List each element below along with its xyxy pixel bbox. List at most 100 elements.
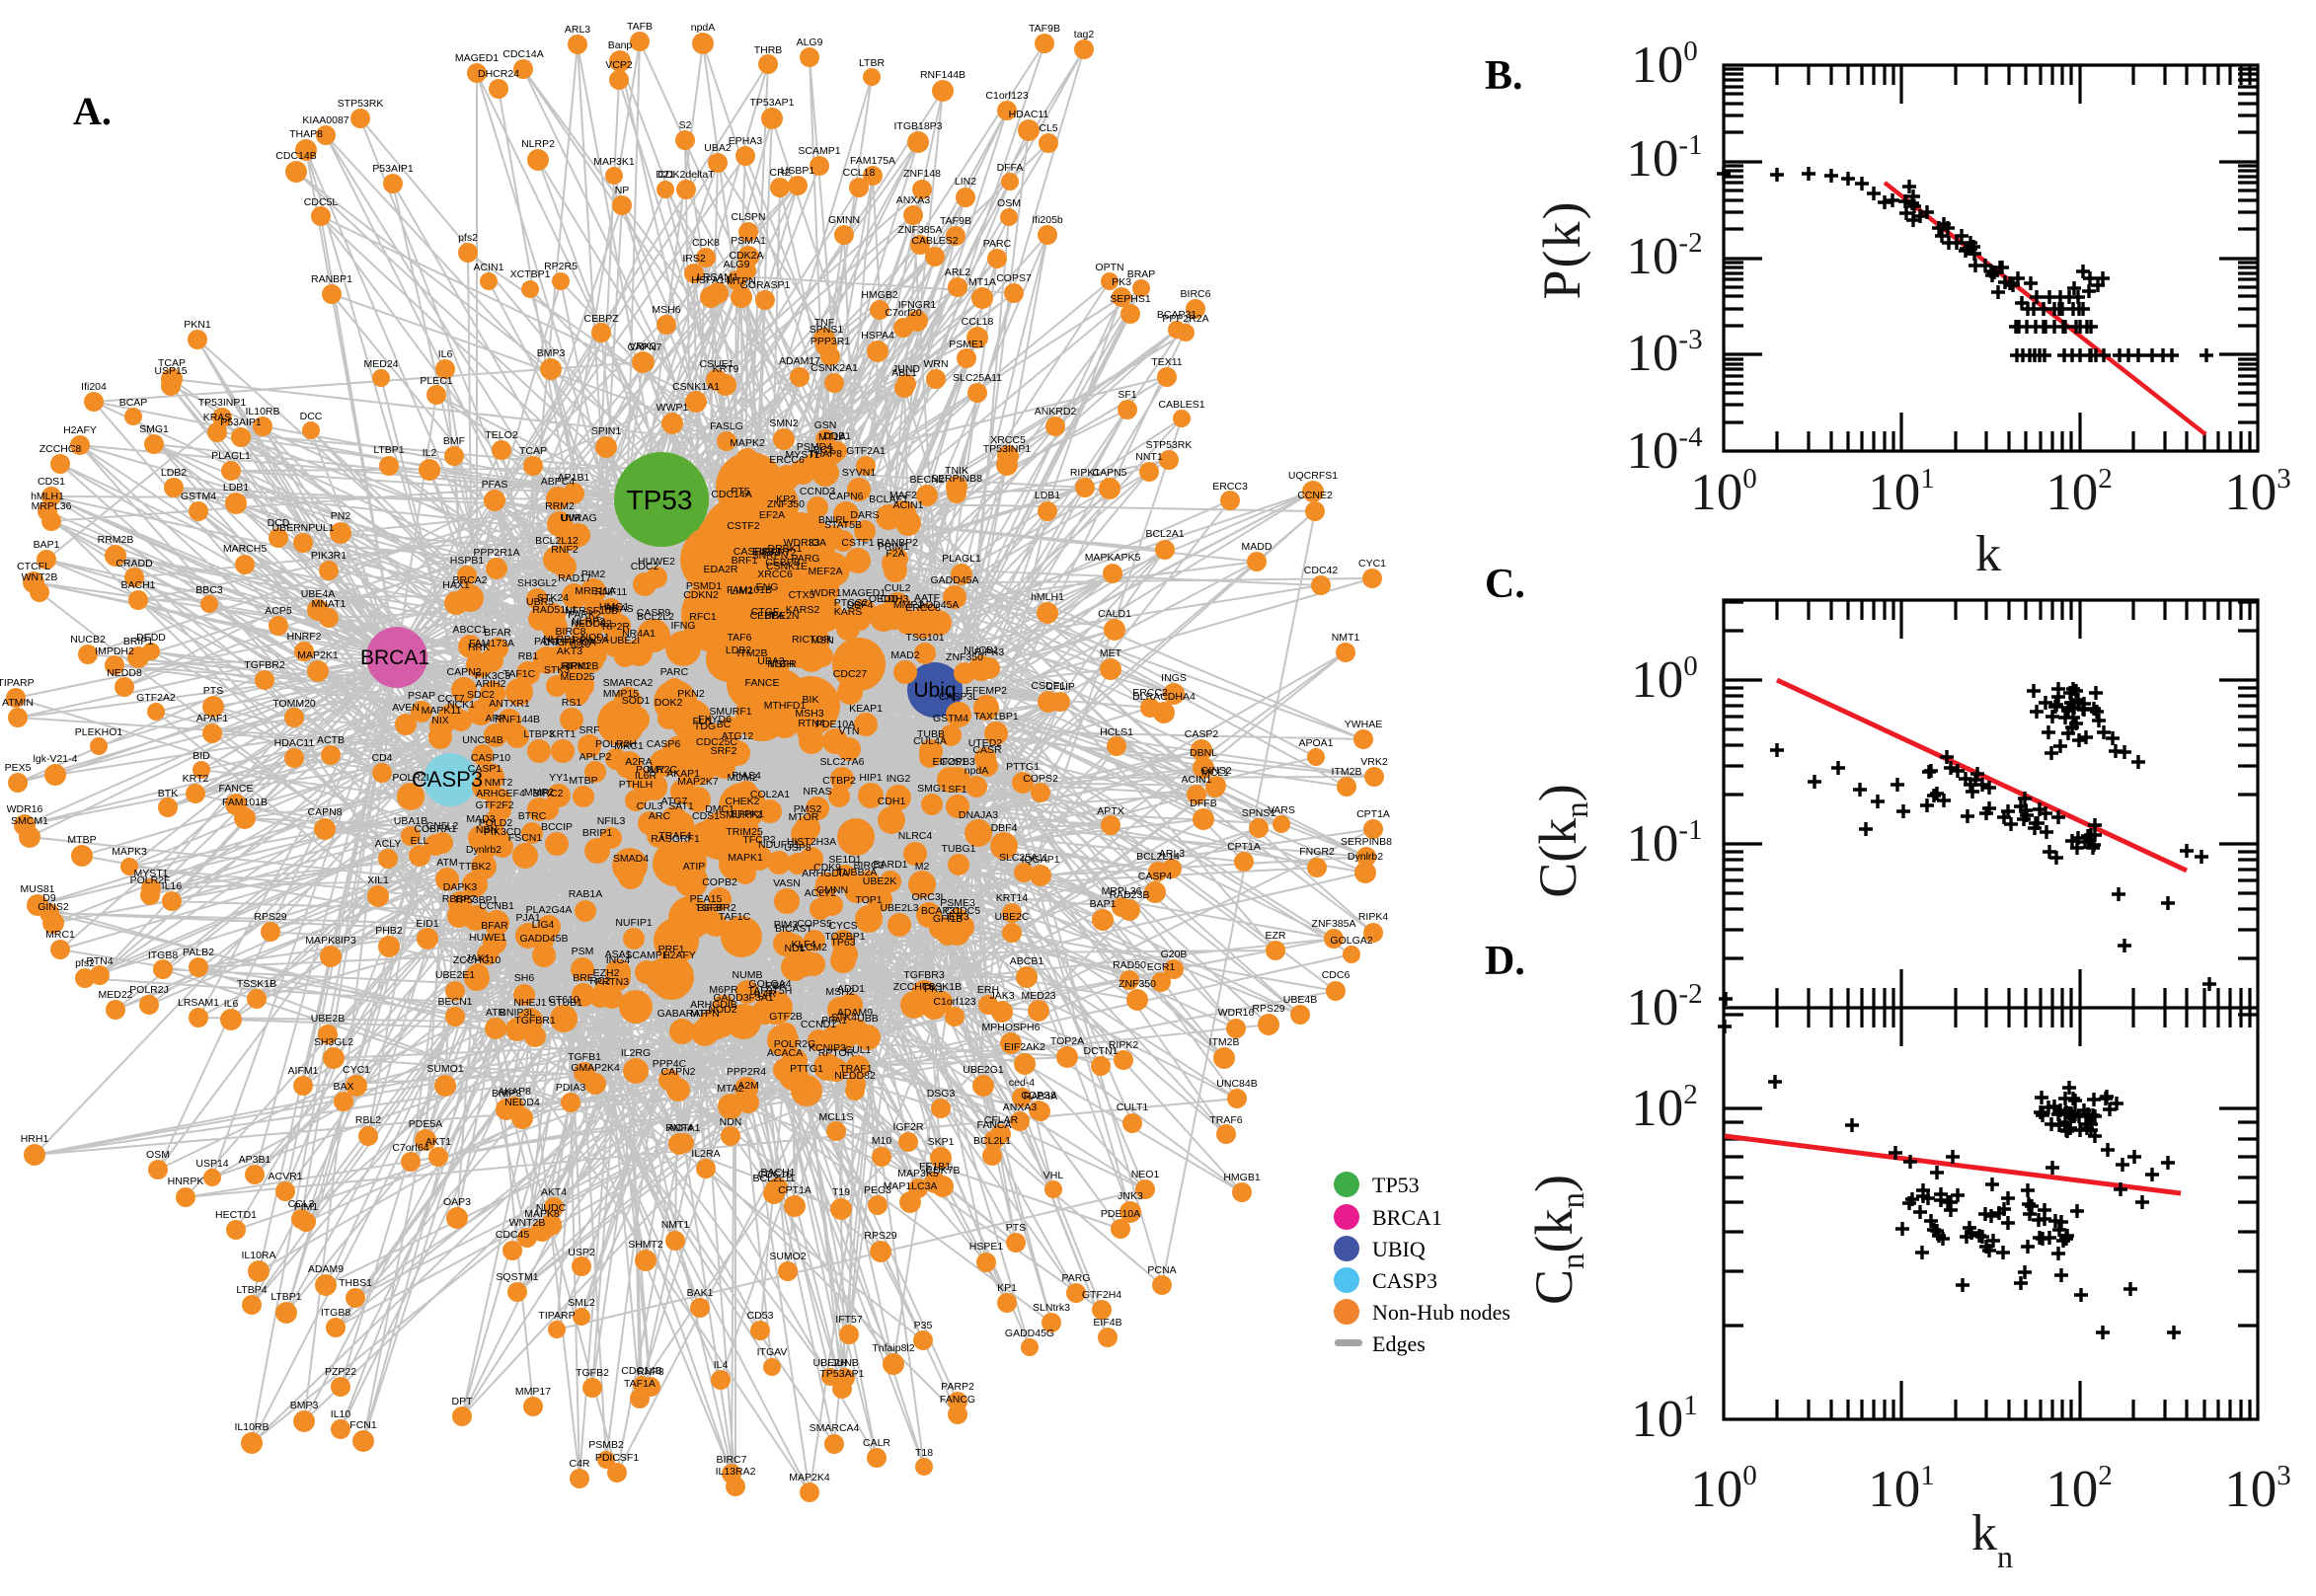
svg-text:PDE10A: PDE10A (1101, 1208, 1140, 1220)
svg-text:DLRACDHA4: DLRACDHA4 (1132, 691, 1196, 703)
svg-text:C7orf20: C7orf20 (885, 307, 922, 319)
svg-text:DEDD: DEDD (136, 632, 166, 644)
svg-text:SMCM1: SMCM1 (11, 815, 48, 827)
svg-text:CSDE1: CSDE1 (1031, 680, 1065, 692)
svg-text:ABPC4: ABPC4 (541, 476, 576, 488)
svg-text:PSMD4: PSMD4 (797, 441, 832, 453)
svg-text:CASR: CASR (972, 744, 1002, 756)
svg-text:ACLY: ACLY (375, 838, 402, 850)
svg-text:HCLS1: HCLS1 (1100, 726, 1133, 738)
svg-text:PN2: PN2 (331, 510, 351, 522)
svg-text:CYC1: CYC1 (343, 1064, 370, 1076)
svg-text:M10: M10 (872, 1135, 892, 1147)
svg-text:CRADD: CRADD (116, 558, 153, 570)
svg-text:AVEN: AVEN (392, 702, 420, 714)
svg-text:HMGB2: HMGB2 (861, 289, 898, 301)
svg-text:PRIM1: PRIM1 (878, 541, 909, 553)
svg-text:BCAP: BCAP (119, 397, 148, 409)
svg-text:IL10RB: IL10RB (245, 406, 279, 418)
svg-text:PIAS4: PIAS4 (732, 770, 761, 782)
svg-text:PT5: PT5 (731, 486, 749, 497)
svg-text:RNF144B: RNF144B (495, 714, 540, 725)
svg-text:Ubiq: Ubiq (913, 679, 956, 702)
svg-text:LDB2: LDB2 (161, 467, 187, 479)
svg-text:DCD: DCD (268, 517, 290, 529)
svg-text:VCP2: VCP2 (605, 59, 633, 71)
svg-text:MET: MET (1100, 647, 1122, 659)
svg-text:C1orf123: C1orf123 (985, 90, 1028, 102)
svg-text:UBE4A: UBE4A (301, 588, 335, 600)
svg-text:ABCB1: ABCB1 (1010, 955, 1044, 967)
svg-text:USBP1: USBP1 (781, 165, 815, 177)
svg-text:BIRC8: BIRC8 (556, 626, 586, 638)
svg-text:COL2A1: COL2A1 (750, 789, 790, 800)
svg-text:TP53AP1: TP53AP1 (750, 97, 795, 109)
svg-text:MAF2: MAF2 (889, 490, 917, 501)
svg-text:BMP3: BMP3 (537, 347, 566, 359)
svg-text:PSAP: PSAP (408, 690, 435, 702)
svg-text:POLR2F: POLR2F (130, 874, 171, 886)
svg-text:RNF11: RNF11 (595, 586, 628, 598)
svg-text:MED24: MED24 (363, 358, 398, 370)
svg-text:ZNF148: ZNF148 (903, 168, 941, 180)
svg-text:THAP8: THAP8 (289, 128, 323, 140)
svg-text:ADAM9: ADAM9 (837, 1007, 873, 1019)
svg-text:A2M: A2M (737, 1080, 759, 1092)
svg-text:PPP3R1: PPP3R1 (811, 336, 850, 347)
svg-text:MAP1LC3A: MAP1LC3A (884, 1180, 938, 1192)
svg-text:LCM2: LCM2 (800, 942, 827, 953)
svg-text:MTHFD1: MTHFD1 (764, 700, 807, 712)
svg-text:VTN: VTN (839, 725, 860, 737)
svg-text:RFC1: RFC1 (689, 611, 717, 623)
svg-text:BECN1: BECN1 (437, 996, 472, 1008)
svg-text:BIRC7: BIRC7 (717, 1454, 747, 1466)
svg-text:MEF2A: MEF2A (808, 566, 842, 577)
svg-text:TRIM25: TRIM25 (726, 826, 763, 838)
svg-text:SPNS1: SPNS1 (810, 324, 844, 336)
svg-text:HNRF2: HNRF2 (286, 631, 321, 643)
svg-text:NLRP2: NLRP2 (572, 616, 605, 628)
svg-text:ENG: ENG (756, 581, 779, 593)
svg-text:MSN: MSN (811, 635, 833, 646)
svg-text:RICTOR: RICTOR (792, 634, 831, 646)
svg-text:UBR5: UBR5 (526, 596, 554, 608)
svg-text:CDK2deltaT: CDK2deltaT (657, 169, 715, 181)
svg-text:RNF2: RNF2 (551, 544, 579, 556)
svg-text:ARC: ARC (649, 810, 671, 822)
svg-text:ZCCHC10: ZCCHC10 (453, 954, 502, 966)
svg-text:UQCRFS1: UQCRFS1 (1288, 470, 1338, 482)
svg-text:CHEK2: CHEK2 (725, 796, 759, 807)
svg-text:MAPK8IP3: MAPK8IP3 (305, 935, 356, 947)
svg-text:CASP2: CASP2 (1185, 728, 1219, 740)
svg-text:CDK7B: CDK7B (925, 1165, 960, 1177)
svg-text:APP: APP (485, 713, 505, 724)
svg-text:CCND3: CCND3 (800, 486, 835, 497)
svg-text:ITGAV: ITGAV (757, 1346, 788, 1358)
svg-text:NLRC4: NLRC4 (898, 830, 933, 842)
svg-text:ANKRD2: ANKRD2 (1035, 406, 1077, 418)
svg-text:BAP1: BAP1 (1090, 898, 1117, 910)
svg-text:Dynlrb2: Dynlrb2 (466, 844, 502, 856)
svg-text:MRPL36: MRPL36 (32, 500, 72, 512)
svg-text:CAPN2: CAPN2 (660, 1066, 695, 1078)
svg-text:PK1: PK1 (924, 983, 944, 995)
svg-text:BFAR: BFAR (484, 627, 511, 639)
svg-text:lgk-V21-4: lgk-V21-4 (34, 753, 78, 765)
svg-text:IQGAP1: IQGAP1 (1021, 854, 1059, 866)
svg-text:CTCFL: CTCFL (17, 561, 50, 572)
svg-text:RPS29: RPS29 (864, 1230, 896, 1242)
svg-text:BCL2L12: BCL2L12 (535, 535, 579, 547)
svg-text:DHCR24: DHCR24 (478, 68, 519, 80)
svg-text:USP14: USP14 (195, 1158, 228, 1170)
svg-text:MAD3: MAD3 (466, 813, 495, 825)
svg-text:SH3GL2: SH3GL2 (314, 1036, 353, 1048)
svg-text:CAPN2: CAPN2 (446, 666, 481, 678)
svg-text:PMS2: PMS2 (794, 803, 822, 815)
svg-text:SOD1: SOD1 (622, 695, 651, 707)
svg-text:TGFB1: TGFB1 (568, 1051, 601, 1063)
svg-text:SERPINB8: SERPINB8 (931, 473, 982, 485)
svg-text:JAK3: JAK3 (989, 990, 1014, 1002)
svg-text:NMT1: NMT1 (661, 1219, 690, 1231)
svg-text:PTTG1: PTTG1 (1006, 761, 1040, 773)
svg-text:WDR33: WDR33 (784, 537, 820, 549)
